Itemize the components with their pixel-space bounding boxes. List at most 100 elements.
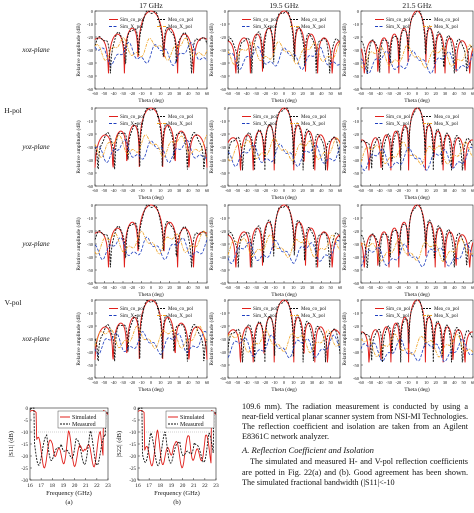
x-tick-label: -40 bbox=[111, 91, 117, 96]
y-tick-label: -40 bbox=[87, 61, 94, 66]
y-tick-label: -30 bbox=[353, 337, 360, 342]
x-tick-label: 17 bbox=[146, 483, 152, 489]
x-tick-label: -20 bbox=[129, 188, 135, 193]
y-tick-label: -20 bbox=[87, 324, 94, 329]
sim-x-pol-line bbox=[227, 239, 341, 264]
x-tick-label: 22 bbox=[94, 483, 100, 489]
x-tick-label: -20 bbox=[395, 91, 401, 96]
y-tick-label: -30 bbox=[220, 242, 227, 247]
x-tick-label: -10 bbox=[139, 188, 145, 193]
x-tick-label: 30 bbox=[443, 380, 447, 385]
y-tick-label: -10 bbox=[220, 22, 227, 27]
y-tick-label: -40 bbox=[353, 61, 360, 66]
x-tick-label: 10 bbox=[158, 91, 162, 96]
x-tick-label: 18 bbox=[50, 483, 56, 489]
x-tick-label: -60 bbox=[92, 188, 98, 193]
mea-co-pol-line bbox=[361, 204, 474, 268]
y-tick-label: -30 bbox=[87, 242, 94, 247]
x-tick-label: 10 bbox=[291, 285, 295, 290]
x-tick-label: 0 bbox=[283, 380, 285, 385]
x-tick-label: -40 bbox=[377, 91, 383, 96]
legend-label: Simulated bbox=[72, 415, 96, 421]
y-tick-label: 0 bbox=[224, 106, 227, 111]
x-tick-label: -20 bbox=[129, 91, 135, 96]
x-tick-label: 17 bbox=[38, 483, 44, 489]
y-tick-label: -20 bbox=[220, 324, 227, 329]
x-tick-label: 40 bbox=[452, 188, 456, 193]
y-tick-label: -60 bbox=[87, 184, 94, 189]
x-tick-label: 21 bbox=[191, 483, 197, 489]
x-tick-label: 60 bbox=[205, 91, 209, 96]
x-tick-label: 21 bbox=[83, 483, 89, 489]
y-tick-label: -40 bbox=[220, 255, 227, 260]
y-tick-label: -10 bbox=[87, 22, 94, 27]
x-tick-label: 30 bbox=[443, 188, 447, 193]
legend-label: Mea_co_pol bbox=[301, 307, 327, 312]
y-axis-label: Relative amplitude (dB) bbox=[341, 120, 348, 173]
simulated-line bbox=[29, 409, 109, 469]
paragraph-1: 109.6 mm). The radiation measurement is … bbox=[242, 402, 469, 442]
x-tick-label: -30 bbox=[253, 285, 259, 290]
x-tick-label: 16 bbox=[27, 483, 33, 489]
x-tick-label: 40 bbox=[452, 91, 456, 96]
x-tick-label: -10 bbox=[272, 91, 278, 96]
legend: Sim_co_pol Mea_co_pol Sim_X_pol Mea_X_pol bbox=[109, 307, 194, 319]
legend-label: Measured bbox=[72, 422, 96, 428]
column-header-frequency: 21.5 GHz bbox=[402, 1, 432, 10]
y-tick-label: -50 bbox=[220, 268, 227, 273]
x-tick-label: 0 bbox=[150, 91, 152, 96]
mea-co-pol-line bbox=[360, 299, 474, 363]
y-axis-label: Relative amplitude (dB) bbox=[208, 312, 215, 365]
plot-frame bbox=[360, 204, 474, 284]
legend-label: Mea_co_pol bbox=[168, 307, 194, 312]
x-axis-label: Theta (deg) bbox=[138, 386, 164, 393]
y-tick-label: -15 bbox=[129, 443, 136, 448]
legend: Sim_co_pol Mea_co_pol Sim_X_pol Mea_X_pol bbox=[109, 115, 194, 127]
legend-label: Mea_X_pol bbox=[434, 25, 458, 30]
x-tick-label: 60 bbox=[471, 188, 474, 193]
legend-label: Mea_co_pol bbox=[168, 115, 194, 120]
y-tick-label: -50 bbox=[220, 74, 227, 79]
x-tick-label: 20 bbox=[180, 483, 186, 489]
x-tick-label: 50 bbox=[196, 91, 200, 96]
x-tick-label: -20 bbox=[129, 380, 135, 385]
x-tick-label: 20 bbox=[301, 285, 305, 290]
x-tick-label: -30 bbox=[386, 188, 392, 193]
y-tick-label: -60 bbox=[220, 87, 227, 92]
y-tick-label: 0 bbox=[91, 106, 94, 111]
x-tick-label: 10 bbox=[158, 380, 162, 385]
panel-caption: (b) bbox=[173, 499, 181, 506]
y-tick-label: -60 bbox=[353, 184, 360, 189]
x-tick-label: -60 bbox=[225, 285, 231, 290]
x-tick-label: 30 bbox=[310, 188, 314, 193]
x-tick-label: 20 bbox=[434, 188, 438, 193]
x-tick-label: 50 bbox=[329, 91, 333, 96]
y-tick-label: -40 bbox=[87, 255, 94, 260]
y-tick-label: 0 bbox=[224, 9, 227, 14]
mea-x-pol-line bbox=[94, 37, 208, 61]
panel-caption: (a) bbox=[65, 499, 72, 506]
x-tick-label: 0 bbox=[416, 285, 418, 290]
sim-x-pol-line bbox=[227, 334, 341, 359]
x-tick-label: 20 bbox=[434, 380, 438, 385]
x-tick-label: -50 bbox=[234, 380, 240, 385]
y-axis-label: Relative amplitude (dB) bbox=[75, 23, 82, 76]
sim-x-pol-line bbox=[360, 243, 474, 267]
x-tick-label: -60 bbox=[358, 188, 364, 193]
x-tick-label: 10 bbox=[424, 188, 428, 193]
y-tick-label: 0 bbox=[134, 407, 137, 412]
x-tick-label: -20 bbox=[262, 285, 268, 290]
y-tick-label: -60 bbox=[87, 281, 94, 286]
legend: Sim_co_pol Mea_co_pol Sim_X_pol Mea_X_pol bbox=[375, 18, 460, 30]
y-tick-label: 0 bbox=[224, 203, 227, 208]
mea-co-pol-line bbox=[94, 107, 208, 170]
x-tick-label: -20 bbox=[262, 91, 268, 96]
legend-label: Mea_co_pol bbox=[301, 115, 327, 120]
x-tick-label: -30 bbox=[253, 91, 259, 96]
y-tick-label: -60 bbox=[353, 376, 360, 381]
sim-x-pol-line bbox=[360, 50, 474, 74]
sim-x-pol-line bbox=[360, 146, 474, 171]
x-tick-label: 22 bbox=[202, 483, 208, 489]
